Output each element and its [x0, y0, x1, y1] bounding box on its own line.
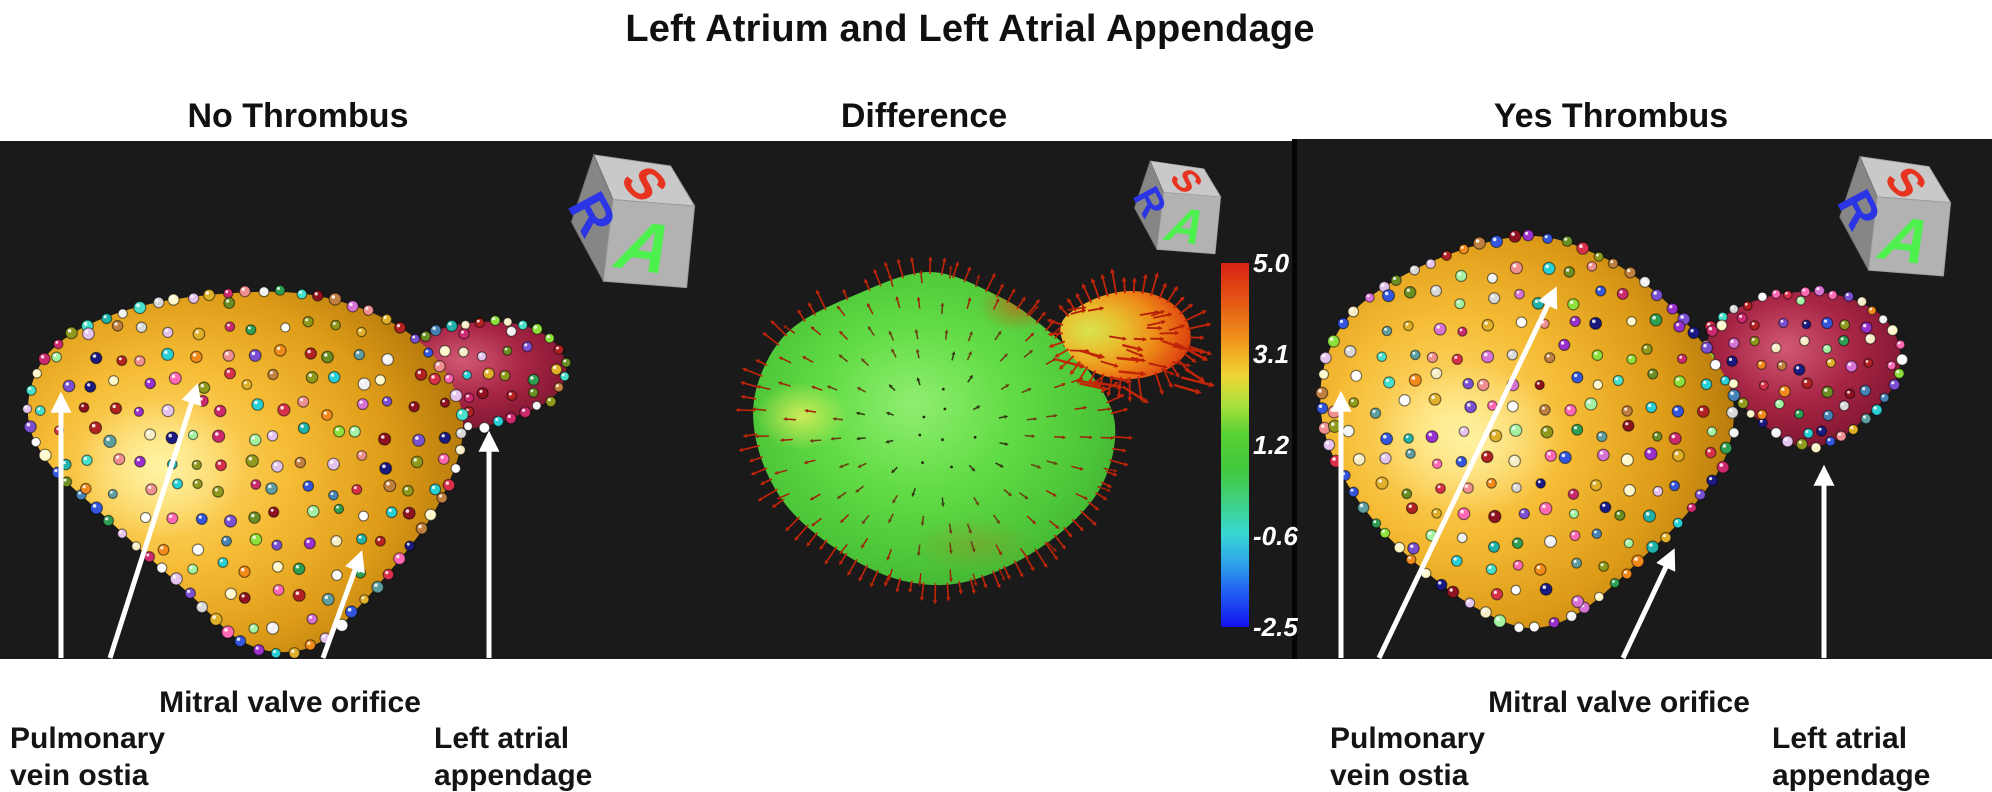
render-panel-right: [1297, 139, 1992, 659]
label-pulmonary-vein-ostia-left: Pulmonary vein ostia: [10, 720, 165, 792]
label-line: vein ostia: [1330, 759, 1469, 792]
label-pulmonary-vein-ostia-right: Pulmonary vein ostia: [1330, 720, 1485, 792]
column-header-no-thrombus: No Thrombus: [187, 97, 409, 135]
label-mitral-valve-orifice-right: Mitral valve orifice: [1488, 686, 1750, 719]
colorbar-tick: -0.6: [1253, 521, 1298, 551]
colorbar-tick: 3.1: [1253, 339, 1290, 369]
colorbar-tick: 1.2: [1253, 430, 1290, 460]
label-left-atrial-appendage-left: Left atrial appendage: [434, 720, 592, 792]
label-line: Pulmonary: [1330, 722, 1486, 755]
label-line: vein ostia: [10, 759, 149, 792]
panel-divider: [1292, 139, 1297, 659]
column-header-yes-thrombus: Yes Thrombus: [1493, 97, 1729, 135]
colorbar-tick: -2.5: [1253, 612, 1298, 642]
label-line: Pulmonary: [10, 722, 166, 755]
render-panel-left-and-middle: [0, 141, 1292, 659]
label-mitral-valve-orifice-left: Mitral valve orifice: [159, 686, 421, 719]
label-line: appendage: [1772, 759, 1931, 792]
colorbar-tick: 5.0: [1253, 248, 1290, 278]
label-line: appendage: [434, 759, 593, 792]
label-line: Left atrial: [434, 722, 570, 755]
colorbar: [1221, 263, 1249, 627]
label-left-atrial-appendage-right: Left atrial appendage: [1772, 720, 1930, 792]
figure-title: Left Atrium and Left Atrial Appendage: [625, 8, 1315, 50]
label-line: Left atrial: [1772, 722, 1908, 755]
column-header-difference: Difference: [840, 97, 1008, 135]
